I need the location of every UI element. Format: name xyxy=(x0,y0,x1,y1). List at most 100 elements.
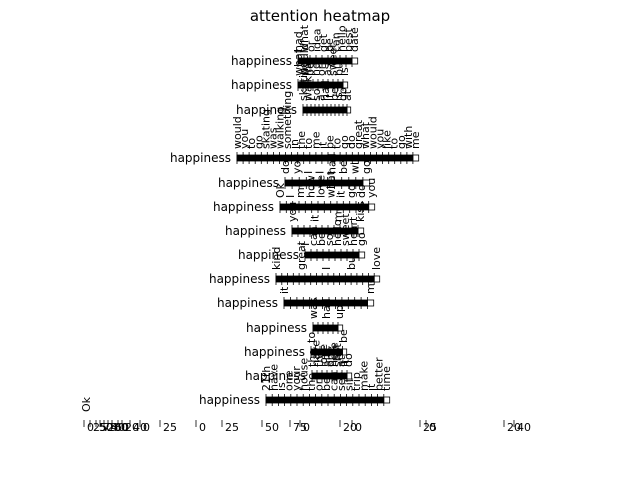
heatmap-cell xyxy=(328,251,336,259)
x-tick-label: 50 xyxy=(265,421,279,434)
heatmap-cell xyxy=(310,251,318,259)
token-label: you xyxy=(365,178,378,198)
heatmap-cell xyxy=(354,299,362,307)
x-tick-label: 75 xyxy=(293,421,307,434)
heatmap-cell xyxy=(339,275,346,283)
x-tick-label: 40 xyxy=(517,421,531,434)
token-label: up xyxy=(333,305,346,319)
x-tick-label: 20 xyxy=(507,421,521,434)
x-tick-label: 75 xyxy=(103,421,117,434)
token-label: or xyxy=(304,40,317,52)
token-label: have xyxy=(268,364,281,391)
heatmap-cell xyxy=(315,275,323,283)
token-label: go xyxy=(360,160,373,174)
heatmap-cell xyxy=(406,154,414,162)
token-label: the xyxy=(313,349,326,367)
token-label: go xyxy=(345,184,358,198)
token-label: can xyxy=(329,32,342,52)
heatmap-cell xyxy=(342,81,349,89)
token-label: the xyxy=(305,373,318,391)
token-label: me xyxy=(309,131,322,149)
heatmap-cell xyxy=(275,275,282,283)
heatmap-cell xyxy=(283,299,291,307)
token-label: or xyxy=(315,64,328,76)
x-tick-label: 20 xyxy=(125,421,139,434)
token-label: would xyxy=(298,43,311,76)
heatmap-cell xyxy=(376,154,383,162)
heatmap-cell xyxy=(338,106,344,114)
token-label: house xyxy=(298,358,311,391)
heatmap-cell xyxy=(304,203,312,211)
heatmap-row: happinessthehavetheloveallonehereshotati… xyxy=(245,340,355,383)
token-label: is xyxy=(338,67,351,76)
token-label: get xyxy=(317,33,330,52)
heatmap-cell xyxy=(330,106,336,114)
token-label: better xyxy=(373,357,386,391)
row-label: happiness xyxy=(231,54,292,68)
heatmap-row: happinesswouldyoutogoskatingwaswalkingso… xyxy=(170,91,422,165)
token-label: one xyxy=(283,370,296,391)
token-label: trip xyxy=(350,372,363,391)
token-label: what xyxy=(359,121,372,149)
token-label: go xyxy=(395,135,408,149)
token-label: in xyxy=(288,139,301,149)
token-label: I xyxy=(314,171,327,174)
row-label: happiness xyxy=(217,296,278,310)
token-label: to xyxy=(388,138,401,149)
heatmap-cell xyxy=(314,106,320,114)
token-label: to xyxy=(302,138,315,149)
x-tick-label: 40 xyxy=(111,421,125,434)
x-tick-label: 0 xyxy=(199,421,206,434)
heatmap-rows: happinesshadwhatorideagetbecanhellobestd… xyxy=(170,24,422,407)
heatmap-cell xyxy=(364,396,372,404)
token-label: was xyxy=(307,297,320,319)
token-label: kind xyxy=(270,247,283,270)
token-label: do xyxy=(337,87,350,101)
heatmap-cell xyxy=(277,396,285,404)
token-label: me xyxy=(294,180,307,198)
heatmap-cell xyxy=(346,396,353,404)
token-label: do xyxy=(342,353,355,367)
heatmap-cell xyxy=(327,396,335,404)
heatmap-cell xyxy=(303,154,310,162)
token-label: sweet xyxy=(327,43,340,76)
heatmap-cell xyxy=(326,106,332,114)
x-tick-label: 25 xyxy=(225,421,239,434)
token-label: Ok xyxy=(274,182,287,198)
token-label: best xyxy=(342,28,355,52)
heatmap-cell xyxy=(383,396,391,404)
token-label: kiss xyxy=(354,201,367,222)
token-label: time xyxy=(380,366,393,391)
x-tick-label: 25 xyxy=(163,421,177,434)
token-label: be xyxy=(315,232,328,246)
token-label: how xyxy=(304,175,317,198)
x-tick-label: 25 xyxy=(93,421,107,434)
heatmap-cell xyxy=(337,81,344,89)
x-tick-label: 60 xyxy=(115,421,129,434)
token-label: no xyxy=(309,62,322,76)
token-label: I xyxy=(320,267,333,270)
token-label: would xyxy=(231,116,244,149)
token-label: do xyxy=(355,184,368,198)
token-label: it xyxy=(278,286,291,294)
heatmap-cell xyxy=(347,299,355,307)
token-label: be xyxy=(304,62,317,76)
token-label: hello xyxy=(336,25,349,52)
heatmap-cell xyxy=(296,396,304,404)
x-tick-label: 50 xyxy=(99,421,113,434)
token-label: to xyxy=(331,138,344,149)
token-label: love xyxy=(314,175,327,198)
heatmap-cell xyxy=(394,154,401,162)
token-label: I xyxy=(284,195,297,198)
x-tick-label: 0 xyxy=(121,421,128,434)
heatmap-cell xyxy=(302,396,310,404)
row-label: happiness xyxy=(225,224,286,238)
heatmap-cell xyxy=(308,396,316,404)
token-label: you xyxy=(373,129,386,149)
